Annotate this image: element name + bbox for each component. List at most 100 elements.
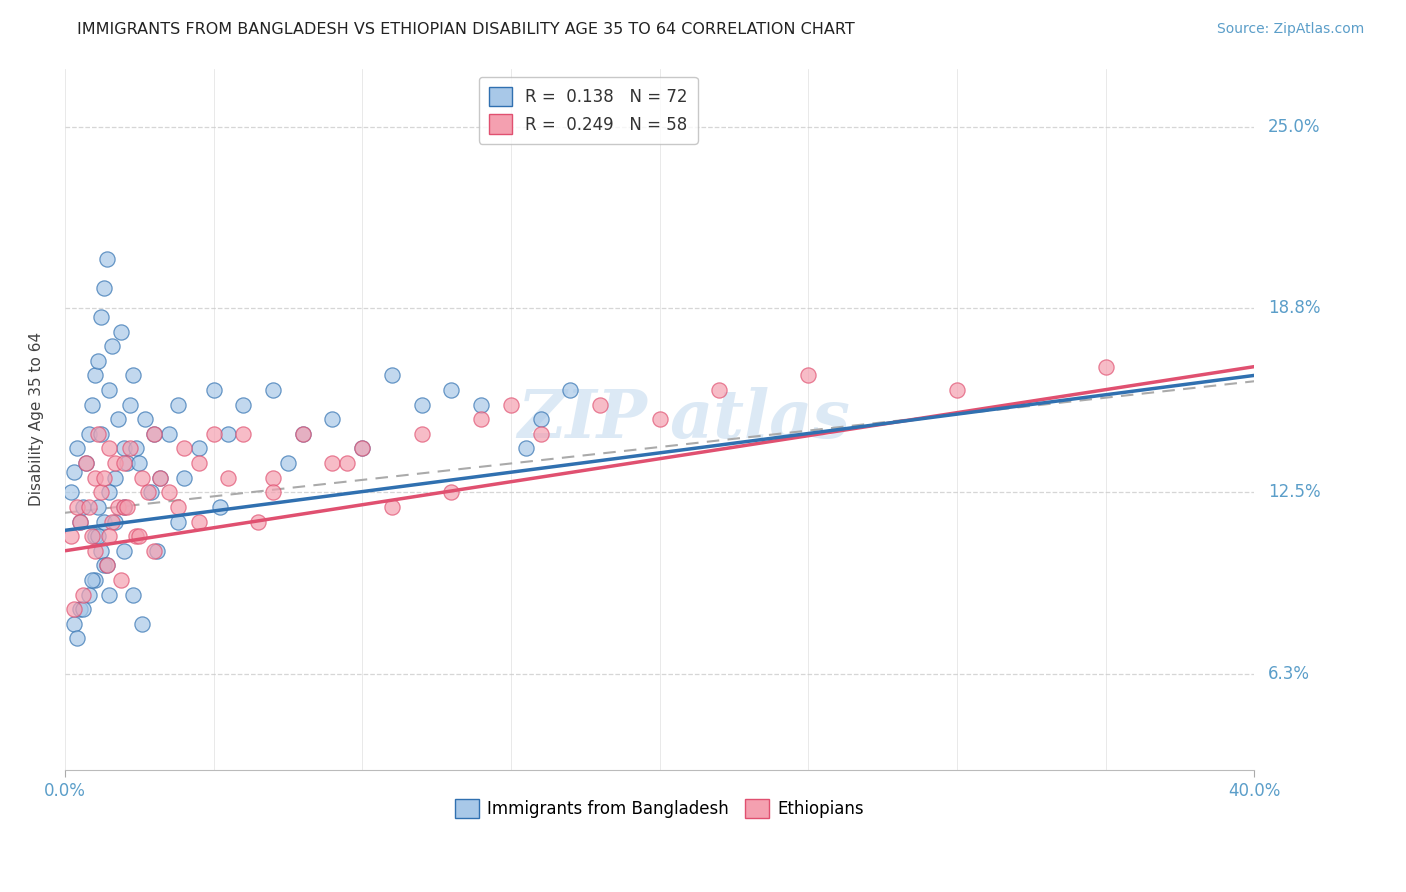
Point: [98, 485, 121, 500]
Point: [117, 500, 139, 514]
Point: [59, 485, 82, 500]
Point: [173, 471, 195, 485]
Point: [77, 588, 100, 602]
Point: [120, 398, 142, 412]
Point: [66, 632, 89, 646]
Legend: Immigrants from Bangladesh, Ethiopians: Immigrants from Bangladesh, Ethiopians: [449, 792, 870, 825]
Point: [107, 412, 129, 426]
Point: [321, 456, 343, 470]
Point: [125, 529, 148, 543]
Text: 12.5%: 12.5%: [1268, 483, 1320, 501]
Point: [149, 471, 172, 485]
Text: ZIP atlas: ZIP atlas: [517, 387, 849, 451]
Point: [93, 281, 115, 295]
Point: [98, 588, 121, 602]
Point: [352, 442, 374, 456]
Point: [120, 442, 142, 456]
Point: [128, 456, 150, 470]
Point: [86, 426, 108, 441]
Point: [515, 442, 537, 456]
Text: IMMIGRANTS FROM BANGLADESH VS ETHIOPIAN DISABILITY AGE 35 TO 64 CORRELATION CHAR: IMMIGRANTS FROM BANGLADESH VS ETHIOPIAN …: [77, 22, 855, 37]
Point: [167, 500, 190, 514]
Point: [93, 515, 115, 529]
Point: [93, 471, 115, 485]
Point: [134, 412, 156, 426]
Point: [143, 543, 166, 558]
Point: [104, 471, 127, 485]
Point: [187, 456, 209, 470]
Point: [217, 471, 239, 485]
Point: [589, 398, 612, 412]
Text: Source: ZipAtlas.com: Source: ZipAtlas.com: [1216, 22, 1364, 37]
Point: [66, 442, 89, 456]
Point: [83, 573, 105, 587]
Point: [648, 412, 671, 426]
Point: [104, 515, 127, 529]
Point: [157, 426, 180, 441]
Point: [440, 485, 463, 500]
Point: [208, 500, 231, 514]
Point: [440, 383, 463, 397]
Point: [173, 442, 195, 456]
Point: [530, 426, 553, 441]
Point: [122, 588, 145, 602]
Point: [72, 602, 94, 616]
Point: [77, 426, 100, 441]
Point: [262, 471, 284, 485]
Point: [187, 442, 209, 456]
Point: [470, 398, 492, 412]
Point: [98, 383, 121, 397]
Point: [946, 383, 969, 397]
Point: [232, 398, 254, 412]
Point: [75, 456, 97, 470]
Point: [62, 616, 84, 631]
Point: [112, 442, 135, 456]
Point: [96, 558, 118, 573]
Y-axis label: Disability Age 35 to 64: Disability Age 35 to 64: [30, 332, 44, 507]
Point: [530, 412, 553, 426]
Point: [86, 353, 108, 368]
Point: [381, 500, 404, 514]
Point: [93, 558, 115, 573]
Point: [797, 368, 820, 383]
Point: [117, 456, 139, 470]
Point: [77, 500, 100, 514]
Point: [59, 529, 82, 543]
Point: [247, 515, 270, 529]
Point: [167, 515, 190, 529]
Point: [75, 456, 97, 470]
Point: [157, 485, 180, 500]
Point: [499, 398, 522, 412]
Point: [149, 471, 172, 485]
Point: [96, 558, 118, 573]
Point: [262, 383, 284, 397]
Point: [411, 426, 433, 441]
Point: [143, 426, 166, 441]
Text: 25.0%: 25.0%: [1268, 118, 1320, 136]
Point: [139, 485, 162, 500]
Point: [69, 515, 91, 529]
Point: [72, 588, 94, 602]
Point: [72, 500, 94, 514]
Point: [187, 515, 209, 529]
Point: [101, 339, 124, 353]
Point: [352, 442, 374, 456]
Point: [125, 442, 148, 456]
Point: [83, 543, 105, 558]
Point: [62, 602, 84, 616]
Point: [96, 252, 118, 266]
Point: [86, 529, 108, 543]
Point: [217, 426, 239, 441]
Point: [98, 529, 121, 543]
Point: [202, 383, 225, 397]
Point: [90, 426, 112, 441]
Point: [262, 485, 284, 500]
Point: [470, 412, 492, 426]
Point: [110, 325, 132, 339]
Point: [131, 616, 153, 631]
Point: [83, 471, 105, 485]
Point: [90, 310, 112, 324]
Point: [90, 485, 112, 500]
Point: [66, 500, 89, 514]
Point: [112, 543, 135, 558]
